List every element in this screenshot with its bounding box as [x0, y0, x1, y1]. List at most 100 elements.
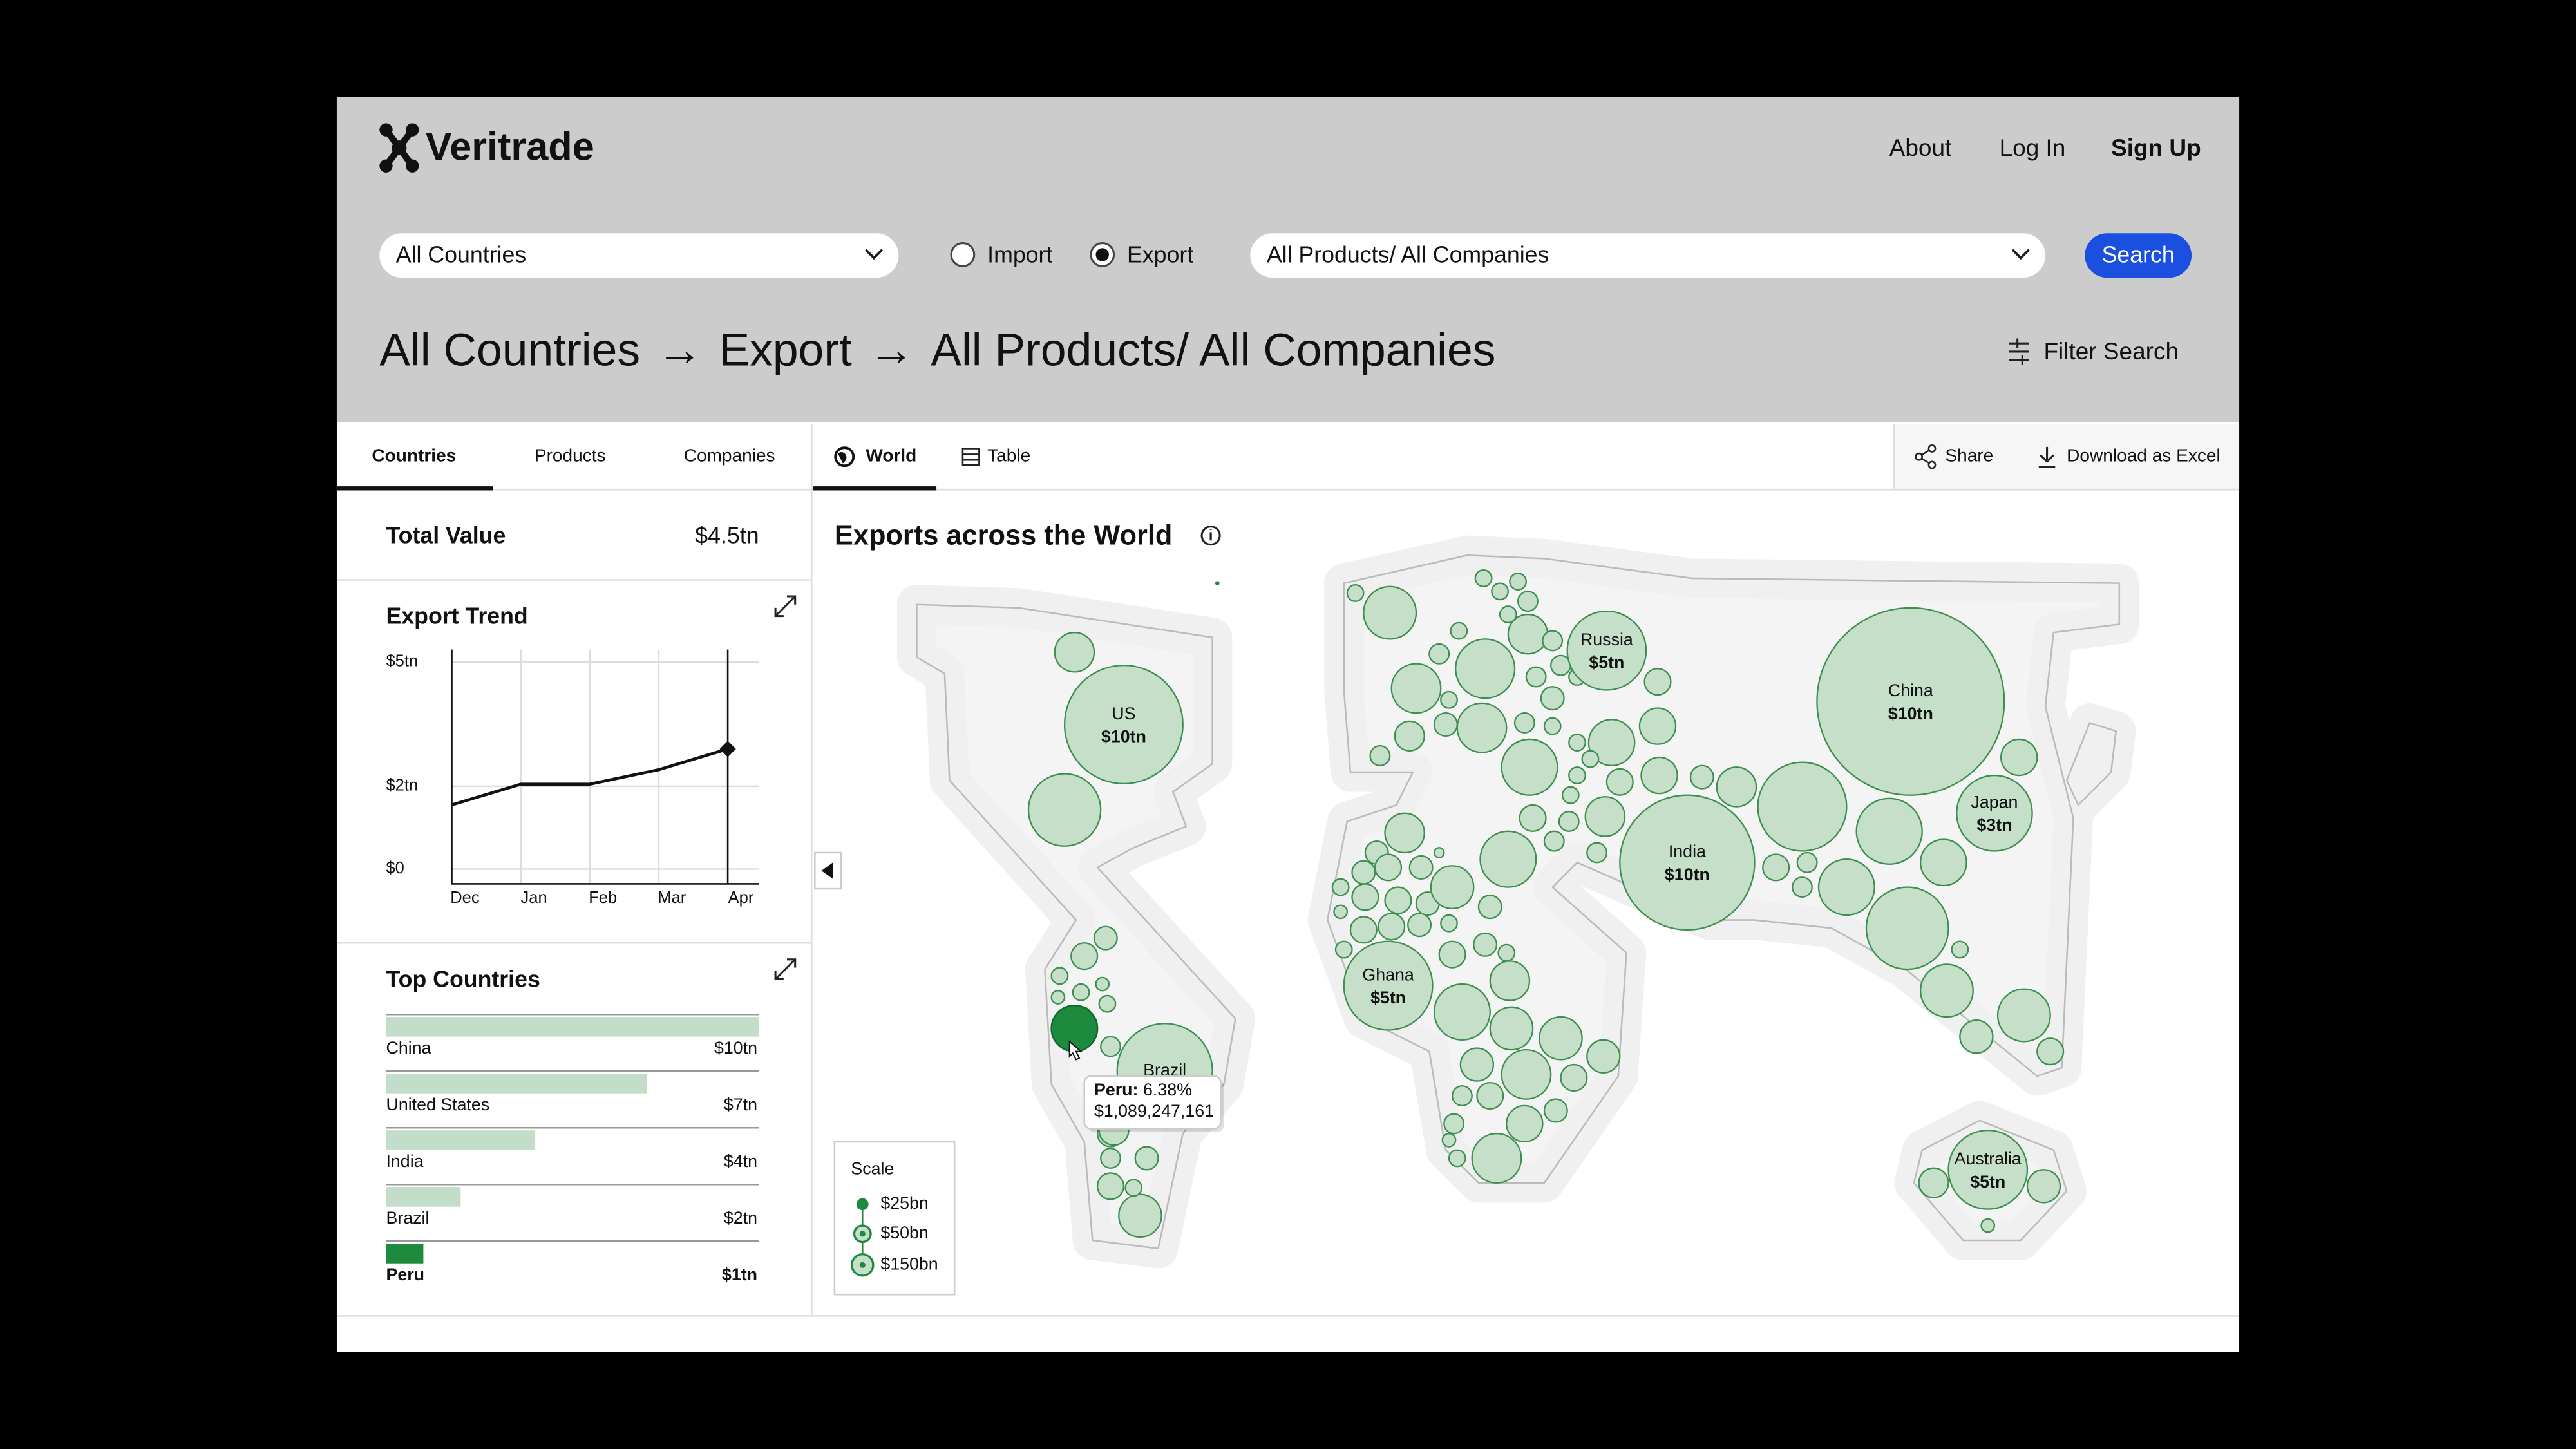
selected-bubble[interactable]	[1050, 1004, 1099, 1052]
country-bubble[interactable]	[1918, 1167, 1949, 1198]
country-bubble[interactable]	[1070, 942, 1099, 971]
country-bubble[interactable]	[1517, 591, 1539, 612]
country-bubble[interactable]	[1543, 1098, 1568, 1123]
country-bubble[interactable]	[1438, 940, 1466, 969]
country-bubble[interactable]	[1951, 940, 1969, 959]
country-bubble[interactable]	[1456, 702, 1508, 753]
country-bubble[interactable]	[1716, 766, 1757, 808]
country-bubble[interactable]	[1428, 643, 1450, 665]
action[interactable]: Download as Excel	[2067, 446, 2221, 466]
country-bubble[interactable]	[1757, 761, 1848, 852]
country-bubble[interactable]	[1441, 1133, 1457, 1148]
country-bubble[interactable]	[1519, 804, 1547, 832]
country-bubble[interactable]	[1473, 932, 1498, 957]
country-bubble[interactable]	[1568, 734, 1586, 752]
country-bubble[interactable]	[1816, 607, 2005, 796]
country-bubble[interactable]	[1459, 1047, 1495, 1082]
expand-icon[interactable]	[774, 595, 797, 618]
country-bubble[interactable]	[1980, 1218, 1996, 1233]
info-icon[interactable]	[1200, 526, 1221, 546]
country-bubble[interactable]	[1384, 812, 1425, 854]
country-bubble[interactable]	[1506, 1104, 1544, 1143]
country-bubble[interactable]	[2036, 1037, 2065, 1066]
country-bubble[interactable]	[1956, 774, 2033, 852]
country-bubble[interactable]	[1489, 1006, 1534, 1051]
country-bubble[interactable]	[2026, 1169, 2061, 1204]
expand-icon[interactable]	[774, 958, 797, 980]
country-bubble[interactable]	[1474, 569, 1493, 587]
country-bubble[interactable]	[1865, 886, 1949, 971]
country-bubble[interactable]	[1605, 768, 1634, 796]
country-bubble[interactable]	[1689, 764, 1714, 790]
tab[interactable]: Companies	[684, 446, 775, 466]
country-bubble[interactable]	[1513, 712, 1535, 734]
country-bubble[interactable]	[1440, 690, 1458, 709]
nav-link[interactable]: About	[1889, 135, 1952, 161]
country-bubble[interactable]	[1619, 794, 1756, 931]
action[interactable]: Share	[1945, 446, 1993, 466]
country-bubble[interactable]	[1124, 1179, 1143, 1197]
country-bubble[interactable]	[1384, 886, 1412, 914]
country-bubble[interactable]	[1334, 940, 1353, 959]
country-bubble[interactable]	[1363, 585, 1417, 640]
country-bubble[interactable]	[1855, 797, 1923, 865]
country-bubble[interactable]	[1098, 994, 1117, 1013]
country-bubble[interactable]	[1100, 1148, 1121, 1169]
country-bubble[interactable]	[1096, 1172, 1125, 1200]
country-bubble[interactable]	[1560, 1063, 1588, 1092]
country-bubble[interactable]	[1050, 967, 1069, 985]
country-bubble[interactable]	[1762, 853, 1790, 882]
country-bubble[interactable]	[1501, 738, 1558, 796]
country-bubble[interactable]	[1543, 717, 1562, 735]
view-tab[interactable]: Table	[987, 446, 1030, 466]
country-bubble[interactable]	[1817, 858, 1875, 916]
country-bubble[interactable]	[1542, 630, 1564, 652]
country-bubble[interactable]	[1581, 750, 1600, 768]
country-bubble[interactable]	[1587, 719, 1636, 766]
country-bubble[interactable]	[1638, 707, 1677, 745]
country-bubble[interactable]	[1433, 983, 1491, 1041]
country-bubble[interactable]	[1568, 766, 1586, 784]
country-bubble[interactable]	[1351, 883, 1379, 911]
country-bubble[interactable]	[1443, 1113, 1465, 1135]
search-button[interactable]	[2085, 233, 2192, 278]
country-bubble[interactable]	[1346, 584, 1365, 602]
view-tab[interactable]: World	[866, 446, 916, 466]
nav-link[interactable]: Sign Up	[2111, 135, 2201, 161]
tab[interactable]: Products	[535, 446, 606, 466]
country-bubble[interactable]	[1451, 1085, 1473, 1106]
country-bubble[interactable]	[1054, 631, 1095, 673]
country-bubble[interactable]	[1093, 925, 1118, 951]
country-bubble[interactable]	[2000, 738, 2038, 777]
country-bubble[interactable]	[1471, 1133, 1522, 1184]
country-bubble[interactable]	[1501, 1048, 1552, 1100]
country-bubble[interactable]	[1584, 796, 1626, 837]
country-bubble[interactable]	[1369, 745, 1391, 766]
country-bubble[interactable]	[1796, 851, 1818, 873]
country-bubble[interactable]	[1407, 913, 1432, 938]
country-bubble[interactable]	[1050, 990, 1066, 1005]
country-bubble[interactable]	[1100, 1036, 1121, 1057]
country-bubble[interactable]	[1561, 786, 1580, 804]
country-bubble[interactable]	[1095, 976, 1110, 992]
country-bubble[interactable]	[1063, 665, 1184, 784]
country-bubble[interactable]	[1430, 865, 1475, 909]
country-bubble[interactable]	[1027, 773, 1102, 847]
country-bubble[interactable]	[1333, 904, 1348, 920]
country-bubble[interactable]	[1450, 621, 1468, 640]
country-bubble[interactable]	[1118, 1193, 1162, 1238]
country-bubble[interactable]	[1394, 720, 1425, 752]
filter-search[interactable]: Filter Search	[2043, 338, 2179, 365]
country-bubble[interactable]	[1489, 960, 1531, 1001]
country-bubble[interactable]	[1566, 610, 1647, 691]
tab[interactable]: Countries	[372, 446, 456, 466]
country-bubble[interactable]	[1433, 847, 1445, 858]
country-bubble[interactable]	[1640, 756, 1678, 795]
country-bubble[interactable]	[1509, 573, 1528, 591]
country-bubble[interactable]	[1525, 666, 1547, 688]
country-bubble[interactable]	[1497, 943, 1516, 962]
country-bubble[interactable]	[1792, 876, 1813, 898]
country-bubble[interactable]	[1455, 638, 1516, 699]
country-bubble[interactable]	[1408, 855, 1434, 880]
country-bubble[interactable]	[1477, 895, 1502, 920]
